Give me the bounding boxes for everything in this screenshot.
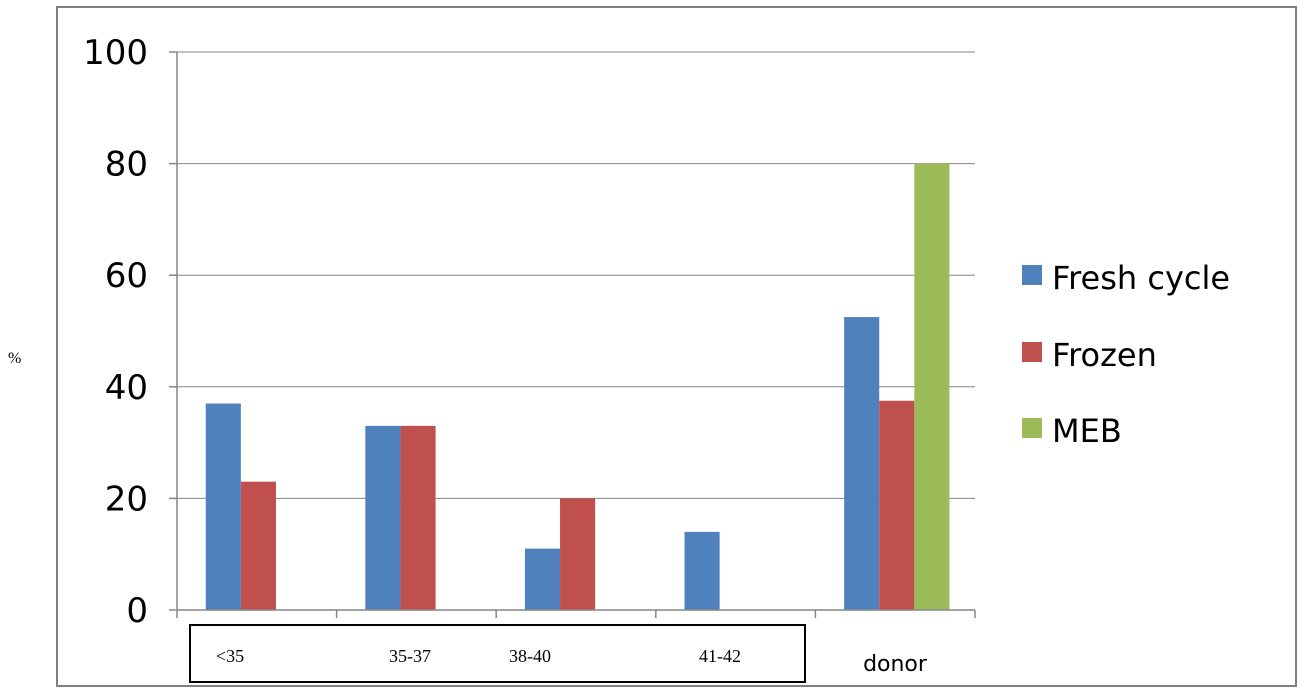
y-tick-label: 100 (83, 33, 148, 73)
y-tick-label: 0 (126, 591, 148, 631)
legend-swatch (1022, 342, 1042, 362)
x-category-label: 35-37 (389, 646, 431, 666)
x-category-label: <35 (216, 646, 244, 666)
legend-swatch (1022, 418, 1042, 438)
y-tick-label: 60 (105, 256, 148, 296)
bar-frozen (240, 481, 276, 610)
y-axis-label: % (8, 350, 21, 367)
bar-frozen (560, 498, 596, 610)
legend-label: Fresh cycle (1052, 259, 1230, 297)
bar-fresh-cycle (844, 317, 880, 610)
bars (205, 163, 950, 610)
x-category-label: donor (863, 652, 928, 677)
bar-fresh-cycle (205, 403, 241, 610)
category-labels: <35 35-37 38-40 41-42 donor (216, 646, 928, 677)
y-tick-label: 20 (105, 479, 148, 519)
legend-label: Frozen (1052, 336, 1157, 374)
y-tick-label: 80 (105, 145, 148, 185)
gridlines (169, 51, 975, 611)
bar-fresh-cycle (684, 531, 720, 610)
bar-fresh-cycle (524, 548, 561, 610)
legend-label: MEB (1052, 412, 1122, 450)
category-label-box (189, 624, 806, 683)
x-category-label: 41-42 (699, 646, 741, 666)
bar-frozen (400, 425, 436, 610)
x-category-label: 38-40 (509, 646, 551, 666)
y-tick-label: 40 (105, 368, 148, 408)
legend: Fresh cycle Frozen MEB (1022, 259, 1230, 450)
bar-frozen (879, 400, 915, 610)
y-tick-labels: 0 20 40 60 80 100 (83, 33, 148, 631)
bar-meb (914, 163, 950, 610)
bar-fresh-cycle (365, 425, 401, 610)
legend-swatch (1022, 265, 1042, 285)
x-axis-ticks (176, 610, 976, 618)
